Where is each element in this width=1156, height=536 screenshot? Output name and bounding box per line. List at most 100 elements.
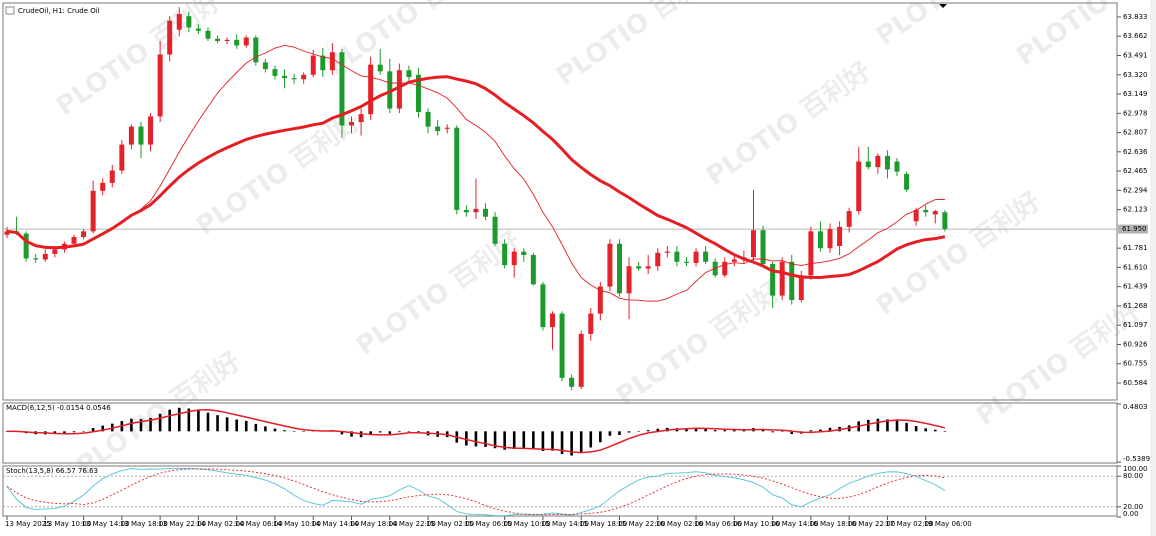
candle-body — [272, 69, 278, 76]
candle-body — [435, 126, 441, 132]
macd-bar — [733, 430, 736, 432]
candle-body — [616, 243, 622, 294]
macd-bar — [608, 431, 612, 436]
candle-body — [406, 70, 412, 78]
macd-bar — [340, 431, 344, 435]
x-tick-label: 13 May 2025 — [5, 520, 51, 528]
macd-bar — [149, 417, 152, 432]
candle-body — [502, 243, 508, 266]
macd-bar — [551, 431, 554, 451]
macd-bar — [139, 419, 143, 432]
candle-body — [904, 173, 910, 190]
macd-label: MACD(6,12,5) -0.0154 0.0546 — [6, 404, 111, 412]
candle-body — [626, 266, 632, 294]
macd-bar — [771, 431, 774, 433]
macd-bar — [244, 420, 248, 432]
macd-bar — [350, 431, 353, 437]
y-tick-label: 63.320 — [1123, 71, 1148, 79]
macd-bar — [819, 429, 822, 432]
candle-body — [387, 71, 393, 109]
candle-body — [176, 13, 182, 30]
stoch-panel — [2, 465, 1118, 517]
macd-bar — [512, 431, 516, 449]
candle-body — [731, 259, 737, 262]
stoch-label: Stoch(13,5,8) 66.57 76.63 — [6, 467, 98, 475]
y-tick-label: 0.4803 — [1123, 403, 1148, 411]
y-tick-label: 60.584 — [1123, 379, 1148, 387]
symbol-icon — [5, 6, 15, 15]
candle-body — [607, 243, 613, 287]
candle-body — [693, 251, 699, 263]
stochastic — [6, 467, 946, 516]
x-tick-label: 15 May 18:00 — [579, 520, 627, 528]
macd-bar — [914, 426, 918, 432]
candle-body — [473, 208, 479, 213]
macd-bar — [656, 428, 660, 432]
macd-bar — [809, 430, 813, 432]
macd-bar — [895, 420, 899, 432]
y-tick-label: 63.833 — [1123, 13, 1148, 21]
candle-body — [760, 230, 766, 265]
macd-bar — [82, 431, 85, 432]
y-tick-label: 60.926 — [1123, 340, 1148, 348]
candle-body — [837, 226, 843, 246]
macd-bar — [398, 431, 401, 433]
macd-bar — [694, 428, 698, 432]
candle-body — [339, 52, 345, 126]
candle-body — [23, 233, 29, 259]
candle-body — [396, 70, 402, 109]
candle-body — [722, 261, 728, 276]
candle-body — [320, 55, 326, 71]
candle-body — [530, 255, 536, 285]
candle-body — [750, 230, 756, 258]
macd-bar — [761, 429, 765, 432]
x-tick-label: 17 May 02:00 — [885, 520, 933, 528]
candle-body — [664, 251, 670, 253]
y-tick-label: 63.662 — [1123, 32, 1148, 40]
macd-bar — [91, 428, 95, 432]
candle-body — [703, 251, 709, 262]
macd-bar — [780, 431, 784, 432]
macd-bar — [101, 425, 104, 432]
macd-bar — [532, 431, 535, 449]
macd-bar — [627, 431, 631, 433]
candle-body — [291, 78, 297, 80]
macd-bar — [273, 428, 277, 432]
candle-body — [645, 266, 651, 269]
candle-body — [942, 212, 948, 230]
candle-body — [683, 261, 689, 263]
candle-body — [540, 284, 546, 328]
x-tick-label: 13 May 14:00 — [82, 520, 130, 528]
macd-bar — [618, 431, 621, 435]
candle-body — [310, 55, 316, 75]
candle-body — [444, 127, 450, 129]
macd-bar — [158, 413, 162, 432]
candle-body — [913, 209, 919, 222]
candle-body — [779, 261, 785, 296]
candle-body — [817, 231, 823, 249]
y-tick-label: 62.294 — [1123, 186, 1148, 194]
stoch-signal — [6, 468, 945, 516]
macd-bar — [53, 431, 57, 435]
y-tick-label: -0.5389 — [1123, 455, 1150, 463]
plot-layer: 63.833 63.662 63.491 63.320 63.149 62.978 62.8… — [3, 7, 1150, 528]
x-tick-label: 14 May 22:00 — [388, 520, 436, 528]
macd-bar — [63, 431, 66, 434]
candle-body — [243, 37, 249, 46]
y-tick-label: 61.781 — [1123, 244, 1148, 252]
macd-bar — [388, 431, 392, 434]
candle-body — [454, 127, 460, 210]
candle-body — [167, 20, 173, 55]
x-tick-label: 14 May 18:00 — [350, 520, 398, 528]
y-tick-label: 60.755 — [1123, 360, 1148, 368]
y-tick-label: 100.00 — [1123, 465, 1148, 473]
x-tick-label: 15 May 10:00 — [503, 520, 551, 528]
candle-body — [884, 155, 890, 170]
macd-bar — [905, 422, 908, 432]
macd-bar — [130, 418, 133, 432]
candle-body — [425, 111, 431, 127]
x-tick-label: 15 May 02:00 — [426, 520, 474, 528]
candle-body — [282, 75, 288, 79]
macd-bar — [589, 431, 593, 448]
candle-body — [463, 209, 469, 213]
